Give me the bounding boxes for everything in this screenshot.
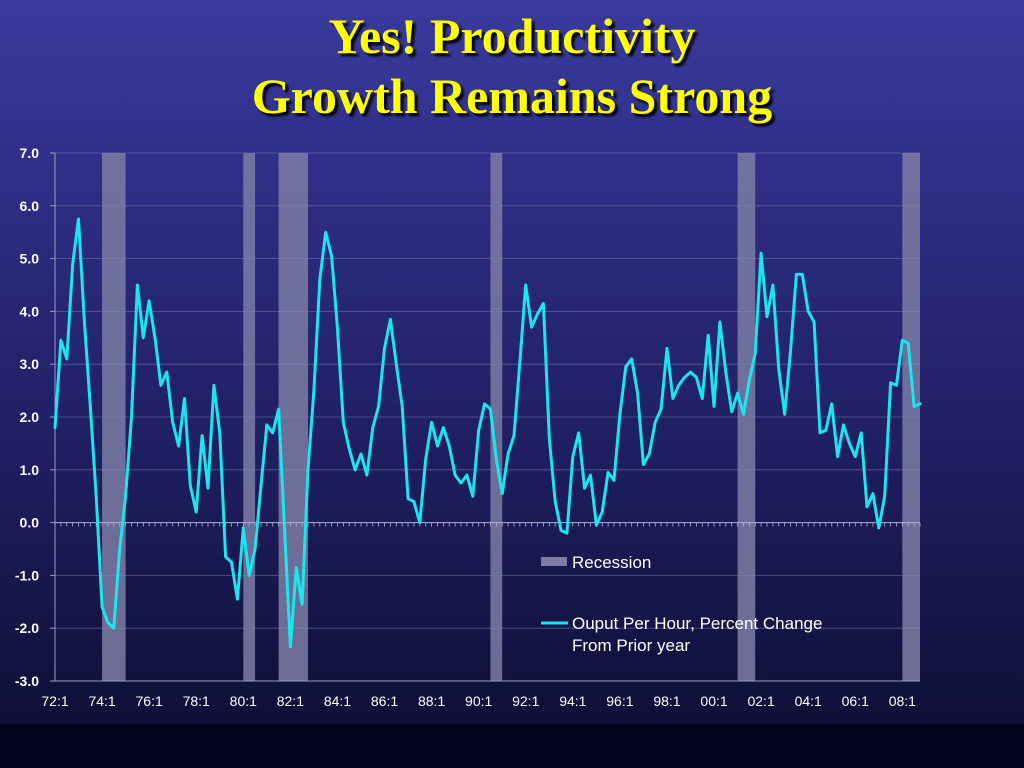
x-tick-label: 96:1: [606, 693, 633, 709]
x-tick-label: 88:1: [418, 693, 445, 709]
y-tick-label: 2.0: [20, 409, 40, 425]
y-tick-label: 0.0: [20, 515, 40, 531]
x-tick-label: 98:1: [653, 693, 680, 709]
x-tick-label: 90:1: [465, 693, 492, 709]
x-tick-label: 04:1: [795, 693, 822, 709]
x-tick-label: 00:1: [700, 693, 727, 709]
x-tick-label: 02:1: [747, 693, 774, 709]
x-tick-label: 80:1: [230, 693, 257, 709]
x-tick-label: 76:1: [136, 693, 163, 709]
y-tick-label: -1.0: [15, 567, 39, 583]
productivity-chart: 7.0 6.0 5.0 4.0 3.0 2.0 1.0 0.0 -1.0 -2.0 -3.0 72:…: [15, 145, 922, 709]
x-tick-labels: 72:1 74:1 76:1 78:1 80:1 82:1 84:1 86:1 88:1 90:1…: [41, 693, 916, 709]
legend-label-line: Ouput Per Hour, Percent Change From Prior…: [572, 614, 822, 655]
y-tick-label: 5.0: [20, 251, 40, 267]
y-tick-label: 7.0: [20, 145, 40, 161]
x-tick-label: 82:1: [277, 693, 304, 709]
x-tick-label: 78:1: [183, 693, 210, 709]
title-line-1: Yes! Productivity: [328, 8, 696, 64]
legend: Recession Ouput Per Hour, Percent Change F…: [541, 553, 822, 655]
legend-swatch-recession: [541, 557, 567, 566]
productivity-series: [53, 217, 922, 649]
y-tick-label: 3.0: [20, 356, 40, 372]
title-line-2: Growth Remains Strong: [251, 68, 773, 124]
x-tick-label: 94:1: [559, 693, 586, 709]
y-tick-labels: 7.0 6.0 5.0 4.0 3.0 2.0 1.0 0.0 -1.0 -2.0 -3.0: [15, 145, 55, 689]
footer-band: [0, 724, 1024, 768]
y-tick-label: 1.0: [20, 462, 40, 478]
x-tick-label: 74:1: [88, 693, 115, 709]
x-tick-label: 72:1: [41, 693, 68, 709]
x-tick-label: 08:1: [889, 693, 916, 709]
legend-label-recession: Recession: [572, 553, 651, 572]
y-tick-label: 6.0: [20, 198, 40, 214]
series-line: [53, 217, 922, 649]
slide-title: Yes! Productivity Growth Remains Strong: [0, 6, 1024, 126]
y-tick-label: -2.0: [15, 620, 39, 636]
x-tick-label: 84:1: [324, 693, 351, 709]
y-tick-label: -3.0: [15, 673, 39, 689]
x-tick-label: 92:1: [512, 693, 539, 709]
x-tick-label: 86:1: [371, 693, 398, 709]
y-tick-label: 4.0: [20, 303, 40, 319]
x-tick-label: 06:1: [842, 693, 869, 709]
